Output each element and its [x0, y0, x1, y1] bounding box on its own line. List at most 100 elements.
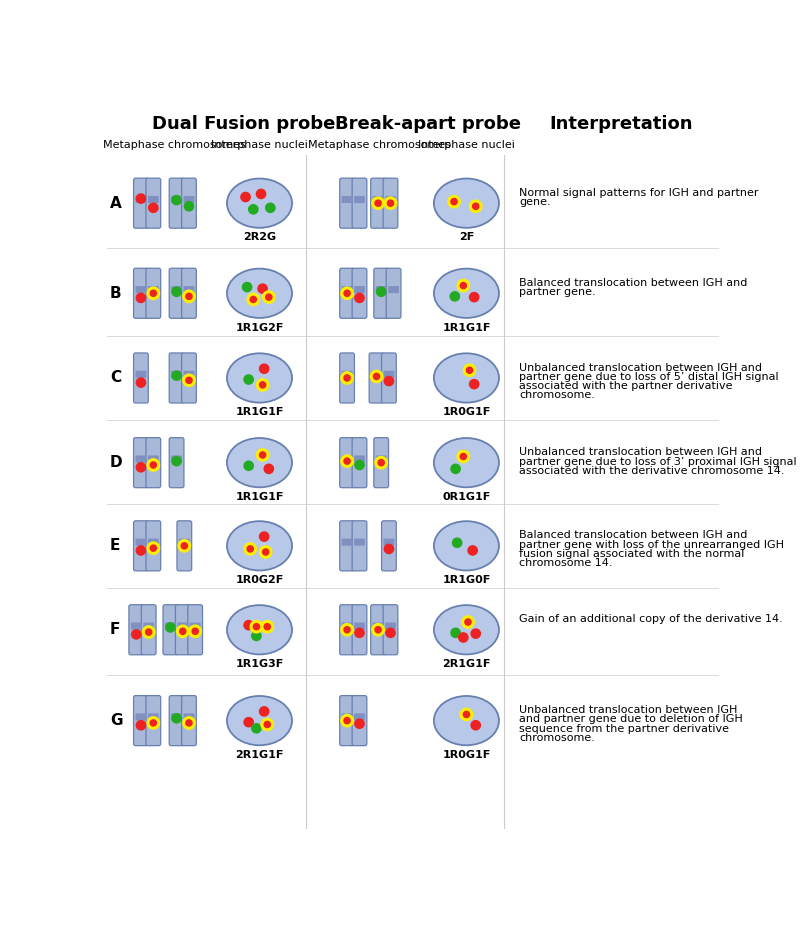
FancyBboxPatch shape: [134, 178, 148, 228]
FancyBboxPatch shape: [341, 538, 353, 546]
Circle shape: [259, 707, 269, 716]
Circle shape: [257, 448, 269, 461]
Circle shape: [451, 198, 457, 205]
FancyBboxPatch shape: [171, 286, 182, 293]
FancyBboxPatch shape: [385, 622, 396, 630]
Text: 1R1G1F: 1R1G1F: [235, 492, 283, 502]
Circle shape: [469, 292, 479, 301]
FancyBboxPatch shape: [148, 196, 159, 203]
Circle shape: [244, 543, 257, 555]
FancyBboxPatch shape: [184, 196, 194, 203]
Circle shape: [186, 377, 192, 384]
FancyBboxPatch shape: [169, 353, 184, 403]
FancyBboxPatch shape: [371, 178, 386, 228]
FancyBboxPatch shape: [385, 196, 396, 203]
Circle shape: [344, 458, 350, 464]
Circle shape: [183, 374, 195, 387]
Text: F: F: [110, 622, 120, 637]
FancyBboxPatch shape: [341, 456, 353, 462]
FancyBboxPatch shape: [182, 353, 196, 403]
FancyBboxPatch shape: [165, 622, 175, 630]
FancyBboxPatch shape: [352, 695, 367, 746]
Circle shape: [172, 196, 181, 205]
Circle shape: [244, 621, 254, 630]
FancyBboxPatch shape: [171, 196, 182, 203]
Circle shape: [259, 532, 269, 541]
Text: Gain of an additional copy of the derivative 14.: Gain of an additional copy of the deriva…: [519, 614, 783, 624]
FancyBboxPatch shape: [135, 456, 147, 462]
FancyBboxPatch shape: [376, 286, 386, 293]
Circle shape: [151, 290, 156, 297]
Ellipse shape: [227, 605, 292, 654]
FancyBboxPatch shape: [146, 695, 161, 746]
FancyBboxPatch shape: [190, 622, 200, 630]
Circle shape: [372, 197, 384, 210]
Text: Unbalanced translocation between IGH: Unbalanced translocation between IGH: [519, 705, 737, 715]
FancyBboxPatch shape: [354, 538, 365, 546]
Circle shape: [344, 627, 350, 633]
FancyBboxPatch shape: [134, 269, 148, 318]
FancyBboxPatch shape: [146, 520, 161, 571]
Circle shape: [341, 714, 353, 726]
Circle shape: [466, 367, 473, 373]
Circle shape: [180, 628, 186, 635]
Circle shape: [186, 720, 192, 726]
FancyBboxPatch shape: [184, 713, 194, 721]
FancyBboxPatch shape: [146, 178, 161, 228]
Text: 1R1G1F: 1R1G1F: [235, 407, 283, 417]
Circle shape: [172, 287, 181, 297]
Circle shape: [264, 722, 270, 727]
Circle shape: [252, 631, 261, 640]
FancyBboxPatch shape: [369, 353, 384, 403]
FancyBboxPatch shape: [184, 286, 194, 293]
Circle shape: [378, 460, 384, 466]
FancyBboxPatch shape: [131, 622, 142, 630]
FancyBboxPatch shape: [143, 622, 154, 630]
FancyBboxPatch shape: [386, 269, 401, 318]
FancyBboxPatch shape: [374, 269, 389, 318]
Text: 1R1G1F: 1R1G1F: [442, 323, 490, 332]
Text: Break-apart probe: Break-apart probe: [335, 115, 521, 133]
Circle shape: [469, 379, 479, 388]
Circle shape: [448, 196, 460, 208]
Text: 1R0G1F: 1R0G1F: [442, 750, 490, 760]
FancyBboxPatch shape: [371, 605, 386, 655]
FancyBboxPatch shape: [373, 196, 383, 203]
Circle shape: [142, 626, 155, 638]
Text: Metaphase chromosomes: Metaphase chromosomes: [308, 139, 451, 150]
Circle shape: [266, 203, 275, 212]
FancyBboxPatch shape: [182, 695, 196, 746]
Circle shape: [384, 197, 397, 210]
FancyBboxPatch shape: [341, 286, 353, 293]
Circle shape: [257, 379, 269, 391]
FancyBboxPatch shape: [135, 713, 147, 721]
Circle shape: [247, 546, 254, 552]
FancyBboxPatch shape: [129, 605, 143, 655]
Circle shape: [244, 718, 254, 726]
Text: 0R1G1F: 0R1G1F: [442, 492, 490, 502]
FancyBboxPatch shape: [188, 605, 203, 655]
FancyBboxPatch shape: [352, 438, 367, 488]
Circle shape: [183, 290, 195, 302]
Text: 1R1G2F: 1R1G2F: [235, 323, 283, 332]
Text: partner gene with loss of the unrearranged IGH: partner gene with loss of the unrearrang…: [519, 540, 784, 549]
FancyBboxPatch shape: [340, 520, 354, 571]
Circle shape: [186, 293, 192, 300]
FancyBboxPatch shape: [354, 622, 365, 630]
Circle shape: [451, 464, 460, 474]
Circle shape: [176, 625, 189, 637]
Circle shape: [136, 293, 146, 302]
Text: 1R1G0F: 1R1G0F: [442, 575, 490, 585]
FancyBboxPatch shape: [352, 178, 367, 228]
Text: 2R2G: 2R2G: [243, 232, 276, 242]
Circle shape: [341, 623, 353, 636]
Ellipse shape: [227, 521, 292, 570]
FancyBboxPatch shape: [148, 456, 159, 462]
Circle shape: [355, 461, 364, 470]
Circle shape: [261, 718, 274, 731]
Ellipse shape: [227, 269, 292, 318]
Text: 1R0G2F: 1R0G2F: [235, 575, 283, 585]
FancyBboxPatch shape: [135, 538, 147, 546]
Circle shape: [469, 200, 482, 212]
FancyBboxPatch shape: [352, 520, 367, 571]
